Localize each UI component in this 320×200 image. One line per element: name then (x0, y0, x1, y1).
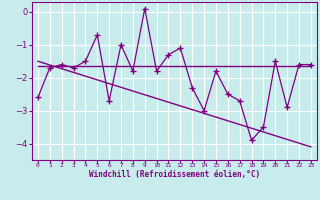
X-axis label: Windchill (Refroidissement éolien,°C): Windchill (Refroidissement éolien,°C) (89, 170, 260, 179)
